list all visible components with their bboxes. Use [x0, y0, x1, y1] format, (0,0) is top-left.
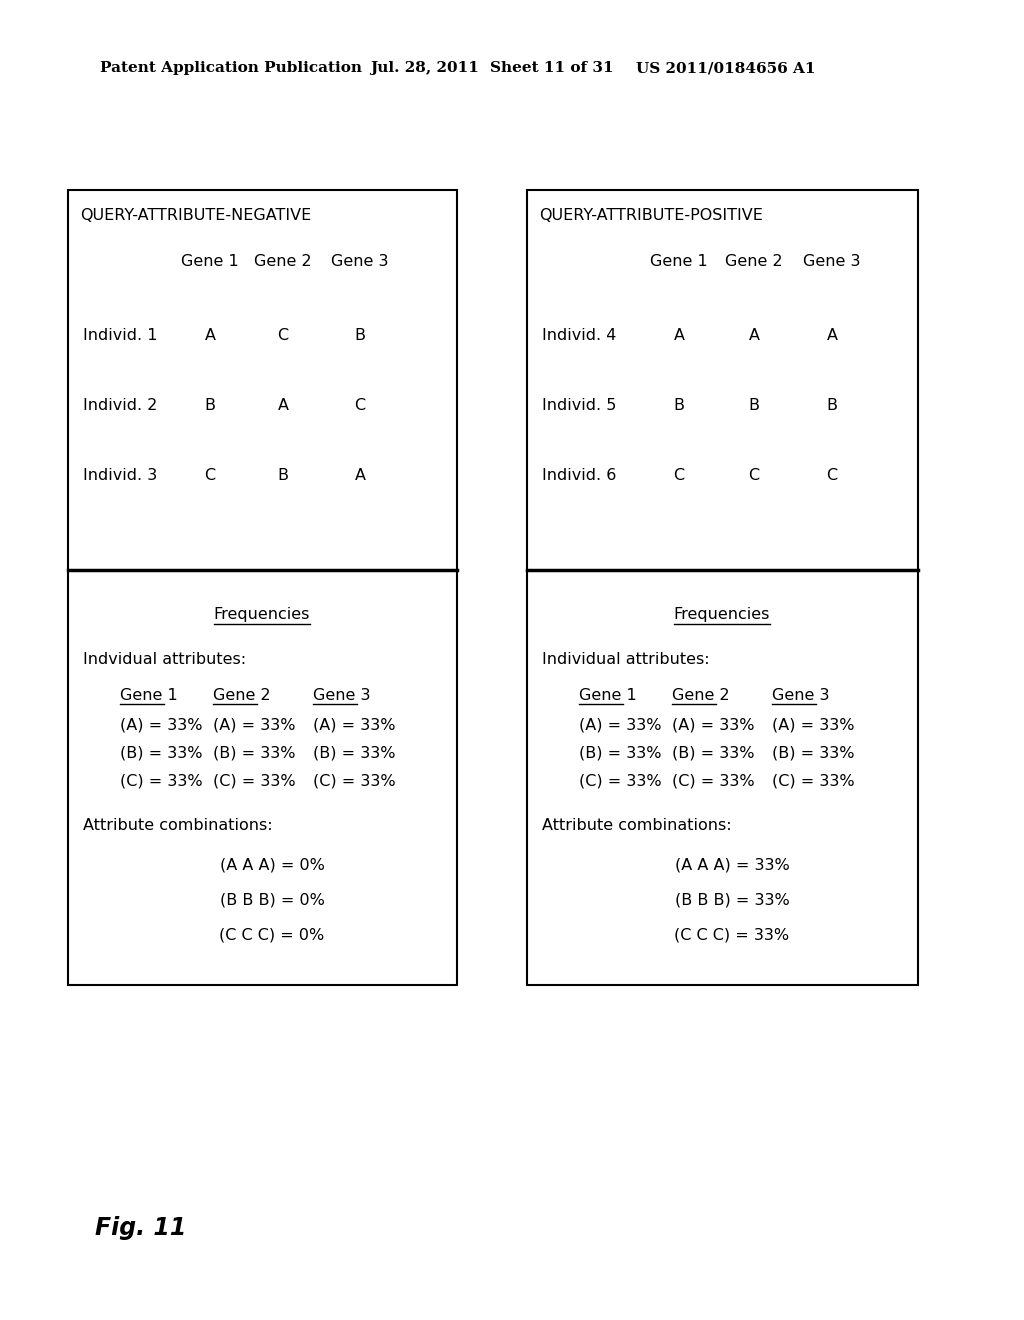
Text: B: B: [749, 397, 760, 412]
Text: Jul. 28, 2011: Jul. 28, 2011: [370, 61, 479, 75]
Text: (A) = 33%: (A) = 33%: [313, 718, 395, 733]
Text: Gene 3: Gene 3: [803, 255, 861, 269]
Text: (B) = 33%: (B) = 33%: [579, 746, 662, 760]
Text: US 2011/0184656 A1: US 2011/0184656 A1: [636, 61, 815, 75]
Text: Frequencies: Frequencies: [674, 607, 770, 623]
Text: (A) = 33%: (A) = 33%: [213, 718, 296, 733]
Text: A: A: [674, 327, 684, 342]
Text: A: A: [749, 327, 760, 342]
Text: C: C: [205, 467, 216, 483]
Text: (C) = 33%: (C) = 33%: [313, 774, 395, 788]
Text: (A) = 33%: (A) = 33%: [672, 718, 755, 733]
Text: Attribute combinations:: Attribute combinations:: [83, 817, 272, 833]
Text: Gene 1: Gene 1: [120, 688, 178, 702]
Text: Frequencies: Frequencies: [214, 607, 310, 623]
Text: C: C: [749, 467, 760, 483]
Text: (C C C) = 33%: (C C C) = 33%: [675, 928, 790, 942]
Text: (A) = 33%: (A) = 33%: [120, 718, 203, 733]
Text: Individ. 5: Individ. 5: [542, 397, 616, 412]
Text: B: B: [205, 397, 215, 412]
Text: C: C: [354, 397, 366, 412]
Text: (A A A) = 0%: (A A A) = 0%: [219, 858, 325, 873]
Text: A: A: [278, 397, 289, 412]
Text: B: B: [674, 397, 684, 412]
Text: Gene 2: Gene 2: [254, 255, 312, 269]
Text: C: C: [278, 327, 289, 342]
Text: (B B B) = 0%: (B B B) = 0%: [219, 892, 325, 908]
Text: Gene 2: Gene 2: [725, 255, 782, 269]
Text: Patent Application Publication: Patent Application Publication: [100, 61, 362, 75]
Text: B: B: [826, 397, 838, 412]
Text: (B) = 33%: (B) = 33%: [772, 746, 854, 760]
Text: C: C: [674, 467, 685, 483]
Text: (C) = 33%: (C) = 33%: [120, 774, 203, 788]
Text: Individual attributes:: Individual attributes:: [542, 652, 710, 668]
Text: Individ. 2: Individ. 2: [83, 397, 158, 412]
Text: (A) = 33%: (A) = 33%: [579, 718, 662, 733]
Text: Gene 1: Gene 1: [650, 255, 708, 269]
Text: A: A: [826, 327, 838, 342]
Text: QUERY-ATTRIBUTE-NEGATIVE: QUERY-ATTRIBUTE-NEGATIVE: [80, 207, 311, 223]
Text: (B) = 33%: (B) = 33%: [120, 746, 203, 760]
Text: Sheet 11 of 31: Sheet 11 of 31: [490, 61, 613, 75]
Text: (C C C) = 0%: (C C C) = 0%: [219, 928, 325, 942]
Text: Attribute combinations:: Attribute combinations:: [542, 817, 731, 833]
Text: (A A A) = 33%: (A A A) = 33%: [675, 858, 790, 873]
Text: B: B: [278, 467, 289, 483]
Text: (C) = 33%: (C) = 33%: [579, 774, 662, 788]
Text: C: C: [826, 467, 838, 483]
Text: (C) = 33%: (C) = 33%: [772, 774, 855, 788]
Text: B: B: [354, 327, 366, 342]
Text: QUERY-ATTRIBUTE-POSITIVE: QUERY-ATTRIBUTE-POSITIVE: [539, 207, 763, 223]
Text: Individ. 4: Individ. 4: [542, 327, 616, 342]
Text: (C) = 33%: (C) = 33%: [213, 774, 296, 788]
Text: Individ. 6: Individ. 6: [542, 467, 616, 483]
Text: (B) = 33%: (B) = 33%: [313, 746, 395, 760]
Text: Gene 1: Gene 1: [181, 255, 239, 269]
Text: Gene 1: Gene 1: [579, 688, 637, 702]
Bar: [527, 190, 918, 985]
Text: Individ. 3: Individ. 3: [83, 467, 158, 483]
Text: Gene 2: Gene 2: [672, 688, 730, 702]
Text: (B B B) = 33%: (B B B) = 33%: [675, 892, 790, 908]
Text: (B) = 33%: (B) = 33%: [672, 746, 755, 760]
Text: Indvidual attributes:: Indvidual attributes:: [83, 652, 246, 668]
Text: (B) = 33%: (B) = 33%: [213, 746, 296, 760]
Text: Gene 3: Gene 3: [313, 688, 371, 702]
Text: Gene 3: Gene 3: [331, 255, 389, 269]
Text: A: A: [354, 467, 366, 483]
Bar: [68, 190, 457, 985]
Text: (C) = 33%: (C) = 33%: [672, 774, 755, 788]
Text: Fig. 11: Fig. 11: [95, 1216, 186, 1239]
Text: Gene 3: Gene 3: [772, 688, 829, 702]
Text: (A) = 33%: (A) = 33%: [772, 718, 854, 733]
Text: A: A: [205, 327, 215, 342]
Text: Individ. 1: Individ. 1: [83, 327, 158, 342]
Text: Gene 2: Gene 2: [213, 688, 270, 702]
